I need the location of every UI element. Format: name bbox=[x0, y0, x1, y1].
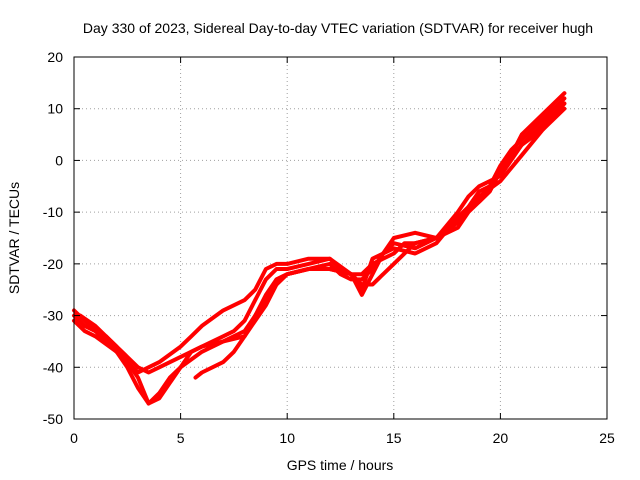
x-tick-label: 15 bbox=[386, 430, 402, 446]
y-tick-label: -10 bbox=[43, 204, 63, 220]
y-tick-label: -30 bbox=[43, 308, 63, 324]
y-tick-label: -20 bbox=[43, 256, 63, 272]
y-tick-label: 0 bbox=[55, 152, 63, 168]
x-tick-label: 25 bbox=[599, 430, 615, 446]
y-axis-title: SDTVAR / TECUs bbox=[6, 182, 22, 294]
y-tick-label: -40 bbox=[43, 359, 63, 375]
chart-title: Day 330 of 2023, Sidereal Day-to-day VTE… bbox=[83, 20, 593, 36]
series-line-2 bbox=[72, 101, 567, 406]
x-axis-title: GPS time / hours bbox=[287, 457, 394, 473]
series-line-4 bbox=[78, 101, 567, 406]
x-tick-label: 10 bbox=[279, 430, 295, 446]
series-layer bbox=[72, 91, 567, 406]
axis-ticks: 0 5 10 15 20 25 -50 -40 -30 -20 -10 0 10 20 bbox=[43, 49, 615, 446]
series-line-3 bbox=[72, 91, 567, 375]
x-tick-label: 20 bbox=[493, 430, 509, 446]
y-tick-label: -50 bbox=[43, 411, 63, 427]
plot-frame bbox=[73, 56, 608, 420]
series-line-5 bbox=[193, 106, 567, 380]
grid bbox=[74, 57, 607, 419]
y-tick-label: 20 bbox=[47, 49, 63, 65]
series-line-1 bbox=[72, 96, 567, 375]
y-tick-label: 10 bbox=[47, 101, 63, 117]
x-tick-label: 0 bbox=[70, 430, 78, 446]
x-tick-label: 5 bbox=[177, 430, 185, 446]
